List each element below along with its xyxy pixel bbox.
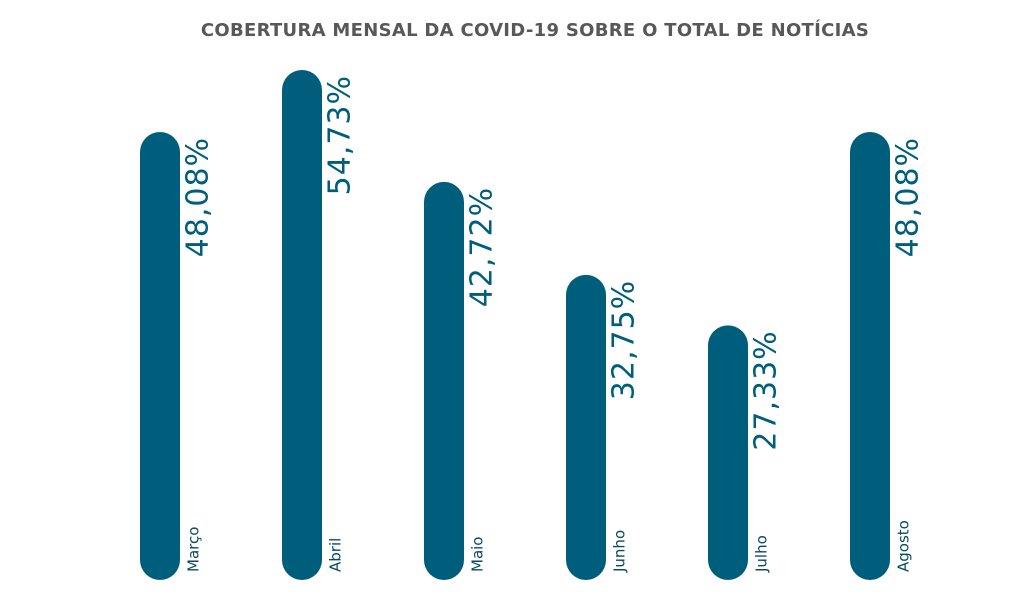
category-label: Julho	[753, 535, 771, 573]
bar-group: 42,72% Maio	[424, 181, 500, 580]
bar-julho	[708, 325, 748, 580]
value-label: 42,72%	[465, 187, 500, 307]
bar-abril	[282, 70, 322, 580]
bar-group: 48,08% Março	[140, 131, 215, 580]
chart-title: COBERTURA MENSAL DA COVID-19 SOBRE O TOT…	[200, 20, 870, 41]
category-label: Abril	[327, 538, 345, 572]
value-label: 48,08%	[180, 137, 215, 257]
bar-group: 27,33% Julho	[708, 325, 784, 580]
value-label: 54,73%	[323, 75, 358, 195]
bar-group: 48,08% Agosto	[850, 131, 926, 580]
bar-group: 32,75% Junho	[566, 274, 642, 580]
category-label: Maio	[469, 537, 487, 572]
bar-março	[140, 131, 180, 580]
category-label: Junho	[611, 530, 629, 573]
value-label: 48,08%	[891, 137, 926, 257]
bar-junho	[566, 274, 606, 580]
bars-layer: 48,08% Março 54,73% Abril 42,72% Maio 32,75% Ju…	[140, 70, 926, 580]
bar-maio	[424, 181, 464, 580]
category-label: Março	[185, 527, 203, 572]
value-label: 27,33%	[749, 330, 784, 450]
bar-agosto	[850, 131, 890, 580]
value-label: 32,75%	[607, 280, 642, 400]
bar-group: 54,73% Abril	[282, 70, 358, 580]
category-label: Agosto	[895, 520, 913, 572]
